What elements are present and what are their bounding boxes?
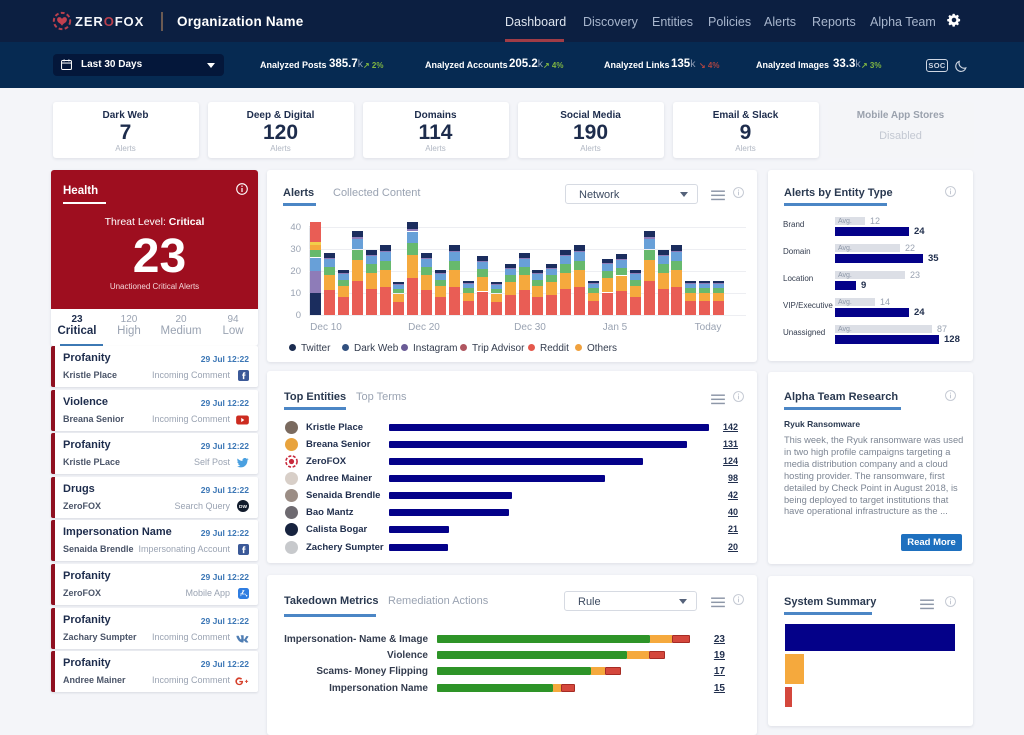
svg-text:DW: DW	[239, 504, 247, 510]
